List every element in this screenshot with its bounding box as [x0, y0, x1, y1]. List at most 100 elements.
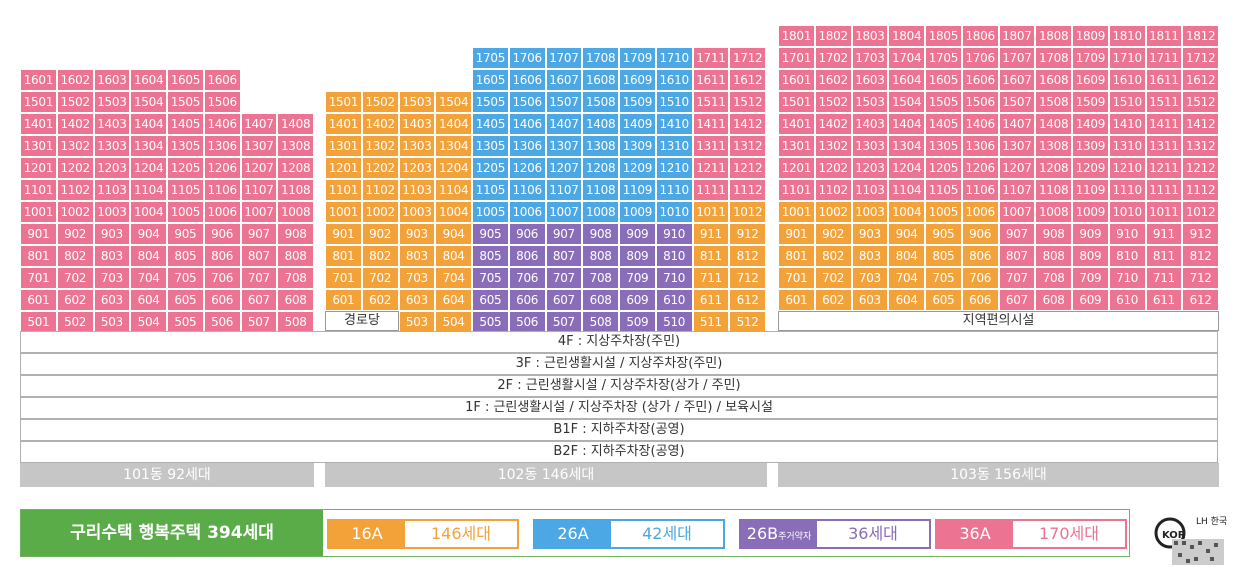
unit-1409: 1409 [619, 113, 656, 135]
unit-1402: 1402 [361, 113, 399, 135]
unit-904: 904 [435, 223, 472, 245]
unit-1406: 1406 [508, 113, 546, 135]
unit-1211: 1211 [1145, 157, 1183, 179]
unit-910: 910 [655, 223, 693, 245]
unit-605: 605 [167, 289, 204, 311]
unit-1103: 1103 [398, 179, 436, 201]
unit-702: 702 [814, 267, 852, 289]
legend-count: 42세대 [642, 524, 692, 543]
unit-906: 906 [508, 223, 546, 245]
unit-907: 907 [998, 223, 1036, 245]
unit-1810: 1810 [1108, 25, 1146, 47]
unit-1711: 1711 [692, 47, 730, 69]
unit-1105: 1105 [472, 179, 509, 201]
unit-1206: 1206 [961, 157, 999, 179]
unit-603: 603 [93, 289, 131, 311]
unit-611: 611 [1145, 289, 1183, 311]
unit-606: 606 [203, 289, 241, 311]
unit-1006: 1006 [961, 201, 999, 223]
unit-1405: 1405 [472, 113, 509, 135]
unit-1006: 1006 [203, 201, 241, 223]
unit-1708: 1708 [1035, 47, 1072, 69]
floor-2f: 2F : 근린생활시설 / 지상주차장(상가 / 주민) [20, 375, 1218, 397]
unit-707: 707 [998, 267, 1036, 289]
unit-911: 911 [692, 223, 730, 245]
unit-1403: 1403 [851, 113, 889, 135]
unit-810: 810 [1108, 245, 1146, 267]
unit-1102: 1102 [361, 179, 399, 201]
unit-1302: 1302 [361, 135, 399, 157]
unit-708: 708 [277, 267, 314, 289]
unit-1510: 1510 [1108, 91, 1146, 113]
unit-1808: 1808 [1035, 25, 1072, 47]
unit-1402: 1402 [814, 113, 852, 135]
unit-906: 906 [203, 223, 241, 245]
unit-1410: 1410 [655, 113, 693, 135]
unit-1109: 1109 [1072, 179, 1109, 201]
unit-710: 710 [1108, 267, 1146, 289]
unit-1207: 1207 [545, 157, 583, 179]
unit-1005: 1005 [167, 201, 204, 223]
unit-1106: 1106 [203, 179, 241, 201]
unit-1310: 1310 [655, 135, 693, 157]
unit-811: 811 [692, 245, 730, 267]
unit-1108: 1108 [277, 179, 314, 201]
unit-904: 904 [888, 223, 925, 245]
unit-1011: 1011 [1145, 201, 1183, 223]
legend-count: 36세대 [848, 524, 898, 543]
building-101-label: 101동 92세대 [20, 463, 314, 487]
unit-1801: 1801 [778, 25, 815, 47]
svg-text:KOR: KOR [1162, 530, 1186, 541]
unit-1309: 1309 [619, 135, 656, 157]
unit-709: 709 [1072, 267, 1109, 289]
unit-504: 504 [130, 311, 167, 333]
unit-907: 907 [545, 223, 583, 245]
unit-1602: 1602 [814, 69, 852, 91]
unit-1205: 1205 [925, 157, 962, 179]
unit-1608: 1608 [582, 69, 619, 91]
legend-type: 26B주거약자 [741, 521, 817, 547]
unit-610: 610 [1108, 289, 1146, 311]
unit-1504: 1504 [888, 91, 925, 113]
unit-1101: 1101 [778, 179, 815, 201]
unit-1304: 1304 [888, 135, 925, 157]
unit-804: 804 [435, 245, 472, 267]
unit-1301: 1301 [20, 135, 57, 157]
unit-1003: 1003 [398, 201, 436, 223]
unit-602: 602 [361, 289, 399, 311]
unit-1106: 1106 [961, 179, 999, 201]
unit-1401: 1401 [325, 113, 362, 135]
legend-type: 26A [535, 521, 611, 547]
unit-1703: 1703 [851, 47, 889, 69]
unit-610: 610 [655, 289, 693, 311]
unit-1204: 1204 [130, 157, 167, 179]
unit-901: 901 [778, 223, 815, 245]
unit-906: 906 [961, 223, 999, 245]
unit-705: 705 [925, 267, 962, 289]
unit-1306: 1306 [961, 135, 999, 157]
unit-1004: 1004 [130, 201, 167, 223]
unit-1004: 1004 [888, 201, 925, 223]
unit-707: 707 [545, 267, 583, 289]
unit-608: 608 [582, 289, 619, 311]
unit-1206: 1206 [203, 157, 241, 179]
unit-1002: 1002 [56, 201, 94, 223]
unit-1408: 1408 [277, 113, 314, 135]
unit-1807: 1807 [998, 25, 1036, 47]
unit-1511: 1511 [1145, 91, 1183, 113]
unit-1101: 1101 [325, 179, 362, 201]
unit-1108: 1108 [582, 179, 619, 201]
unit-606: 606 [508, 289, 546, 311]
unit-1104: 1104 [888, 179, 925, 201]
unit-1701: 1701 [778, 47, 815, 69]
unit-1404: 1404 [888, 113, 925, 135]
unit-508: 508 [582, 311, 619, 333]
unit-1406: 1406 [961, 113, 999, 135]
unit-1308: 1308 [277, 135, 314, 157]
unit-805: 805 [472, 245, 509, 267]
unit-905: 905 [167, 223, 204, 245]
unit-1502: 1502 [361, 91, 399, 113]
unit-1605: 1605 [472, 69, 509, 91]
unit-1311: 1311 [692, 135, 730, 157]
unit-1606: 1606 [961, 69, 999, 91]
